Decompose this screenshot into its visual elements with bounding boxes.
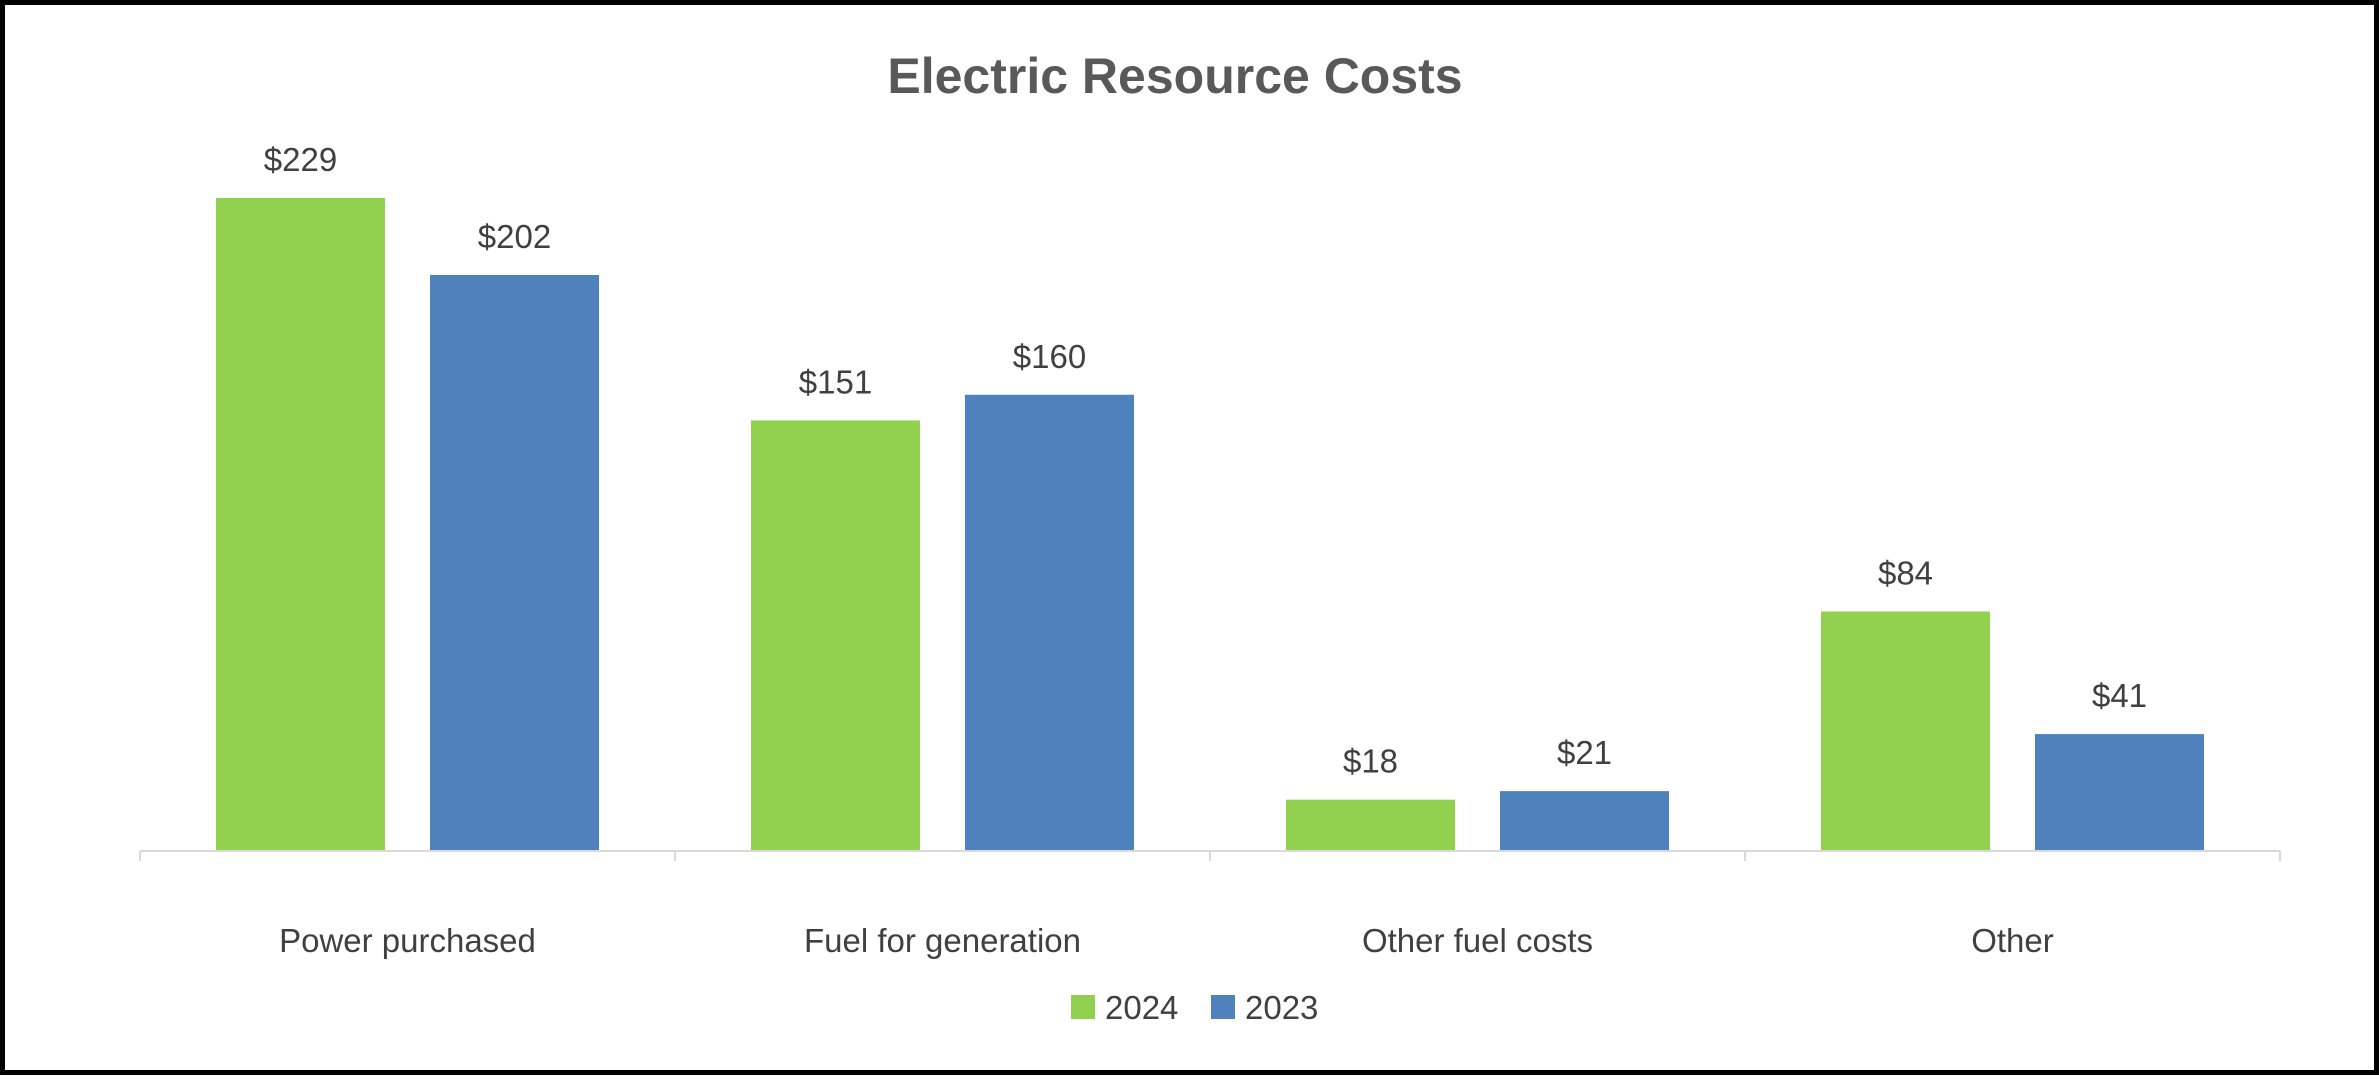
legend-swatch-2023	[1211, 995, 1235, 1019]
data-label: $229	[264, 141, 337, 178]
bar-2024-3	[1821, 611, 1990, 851]
bar-2024-1	[751, 420, 920, 851]
bar-2023-1	[965, 394, 1134, 851]
data-label: $202	[478, 218, 551, 255]
bar-2024-2	[1286, 799, 1455, 851]
bar-2023-0	[430, 274, 599, 851]
bar-chart: Electric Resource Costs $229 $202 $151 $160…	[139, 48, 2281, 1026]
x-tick-label: Other fuel costs	[1362, 922, 1593, 959]
x-tick-label: Fuel for generation	[804, 922, 1081, 959]
data-label: $18	[1343, 743, 1398, 780]
legend-label-2023: 2023	[1245, 989, 1318, 1026]
bar-2023-2	[1500, 791, 1669, 851]
x-tick-label: Power purchased	[279, 922, 536, 959]
x-tick-label: Other	[1971, 922, 2054, 959]
data-label: $84	[1878, 554, 1933, 591]
bar-2023-3	[2035, 734, 2204, 851]
data-label: $21	[1557, 734, 1612, 771]
legend: 2024 2023	[1071, 989, 1318, 1026]
data-label: $160	[1013, 338, 1086, 375]
bars-group: $229 $202 $151 $160 $18 $21 $84 $41	[216, 141, 2204, 851]
category-labels: Power purchased Fuel for generation Other …	[279, 922, 2054, 959]
legend-label-2024: 2024	[1105, 989, 1178, 1026]
bar-2024-0	[216, 198, 385, 851]
data-label: $151	[799, 363, 872, 400]
data-label: $41	[2092, 677, 2147, 714]
x-axis	[139, 850, 2281, 861]
legend-swatch-2024	[1071, 995, 1095, 1019]
chart-title: Electric Resource Costs	[887, 48, 1462, 104]
